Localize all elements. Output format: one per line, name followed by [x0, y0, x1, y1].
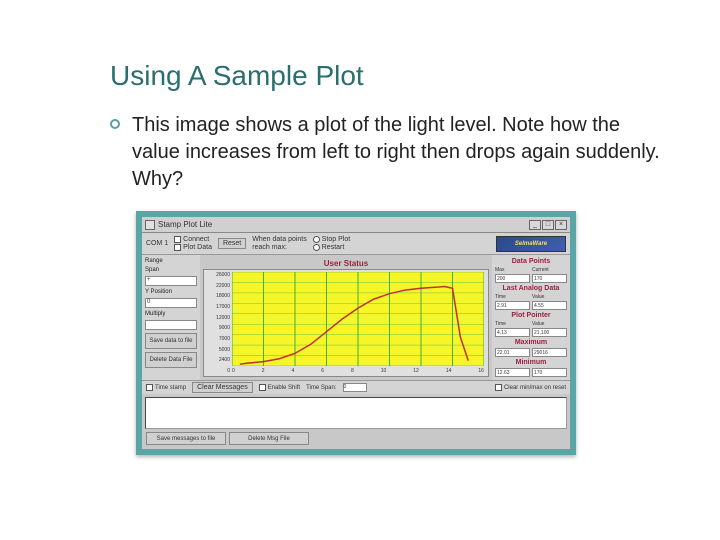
x-axis-labels: 0246810121416 — [232, 368, 484, 376]
clearminmax-checkbox[interactable] — [495, 384, 502, 391]
mn-value-value: 170 — [532, 368, 567, 377]
datapoints-text: When data points — [252, 236, 306, 243]
lastanalog-title: Last Analog Data — [495, 285, 567, 292]
dp-current-value: 170 — [532, 274, 567, 283]
bottom-bar-1: Time stamp Clear Messages Enable Shift T… — [142, 380, 570, 394]
mn-time-value: 12.63 — [495, 368, 530, 377]
max-label: Max — [495, 267, 530, 273]
stamp-plot-window: Stamp Plot Lite _ □ × COM 1 Connect Plot… — [136, 211, 576, 455]
stopplot-radio[interactable] — [313, 236, 320, 243]
la-value-label: Value — [532, 294, 567, 300]
chart-title: User Status — [203, 258, 489, 269]
reachmax-text: reach max: — [252, 244, 306, 251]
multiply-input[interactable] — [145, 320, 197, 330]
la-time-value: 2.91 — [495, 301, 530, 310]
right-panel: Data Points Max200 Current170 Last Analo… — [492, 255, 570, 380]
titlebar: Stamp Plot Lite _ □ × — [142, 217, 570, 233]
chart-zone: User Status 2600022000180001700012000900… — [200, 255, 492, 380]
enableshift-checkbox[interactable] — [259, 384, 266, 391]
timespan-label: Time Span: — [306, 385, 336, 391]
la-value-value: 4.55 — [532, 301, 567, 310]
pp-value-label: Value — [532, 321, 567, 327]
la-time-label: Time — [495, 294, 530, 300]
datapoints-title: Data Points — [495, 258, 567, 265]
chart-box: 2600022000180001700012000900070005000240… — [203, 269, 489, 377]
timestamp-label: Time stamp — [155, 385, 186, 391]
clearmsg-button[interactable]: Clear Messages — [192, 382, 253, 393]
plotdata-checkbox[interactable] — [174, 244, 181, 251]
savemsg-button[interactable]: Save messages to file — [146, 432, 226, 445]
mx-value-value: 29016 — [532, 348, 567, 357]
maximize-button[interactable]: □ — [542, 220, 554, 230]
plot-area — [232, 272, 484, 366]
ypos-label: Y Position — [145, 289, 197, 295]
span-label: Span — [145, 267, 197, 273]
enableshift-label: Enable Shift — [268, 385, 300, 391]
y-axis-labels: 2600022000180001700012000900070005000240… — [206, 272, 230, 374]
connect-label: Connect — [183, 236, 209, 243]
multiply-label: Multiply — [145, 311, 197, 317]
left-panel: Range Span + Y Position 0 Multiply Save … — [142, 255, 200, 380]
timespan-input[interactable]: 0 — [343, 383, 367, 392]
reset-button[interactable]: Reset — [218, 238, 246, 249]
pp-time-value: 4.13 — [495, 328, 530, 337]
ypos-input[interactable]: 0 — [145, 298, 197, 308]
timestamp-checkbox[interactable] — [146, 384, 153, 391]
window-title: Stamp Plot Lite — [158, 220, 212, 229]
connect-checkbox[interactable] — [174, 236, 181, 243]
bullet-item: This image shows a plot of the light lev… — [110, 112, 660, 193]
minimum-title: Minimum — [495, 359, 567, 366]
deletemsg-button[interactable]: Delete Msg File — [229, 432, 309, 445]
clearminmax-label: Clear min/max on reset — [504, 385, 566, 391]
deletedata-button[interactable]: Delete Data File — [145, 352, 197, 368]
message-area[interactable] — [145, 397, 567, 429]
dp-max-value: 200 — [495, 274, 530, 283]
plotpointer-title: Plot Pointer — [495, 312, 567, 319]
plotdata-label: Plot Data — [183, 244, 212, 251]
range-label: Range — [145, 258, 197, 264]
com-label: COM 1 — [146, 240, 168, 247]
pp-time-label: Time — [495, 321, 530, 327]
app-icon — [145, 220, 155, 230]
selmaware-logo: SelmaWare — [496, 236, 566, 252]
bottom-bar-2: Save messages to file Delete Msg File — [142, 432, 570, 449]
span-input[interactable]: + — [145, 276, 197, 286]
bullet-text: This image shows a plot of the light lev… — [132, 112, 660, 193]
bullet-circle-icon — [110, 119, 120, 129]
savedata-button[interactable]: Save data to file — [145, 333, 197, 349]
current-label: Current — [532, 267, 567, 273]
minimize-button[interactable]: _ — [529, 220, 541, 230]
slide-title: Using A Sample Plot — [110, 60, 660, 92]
pp-value-value: 21,100 — [532, 328, 567, 337]
toolbar: COM 1 Connect Plot Data Reset When data … — [142, 233, 570, 255]
restart-label: Restart — [322, 244, 345, 251]
restart-radio[interactable] — [313, 244, 320, 251]
mx-time-value: 22.01 — [495, 348, 530, 357]
stopplot-label: Stop Plot — [322, 236, 350, 243]
maximum-title: Maximum — [495, 339, 567, 346]
close-button[interactable]: × — [555, 220, 567, 230]
